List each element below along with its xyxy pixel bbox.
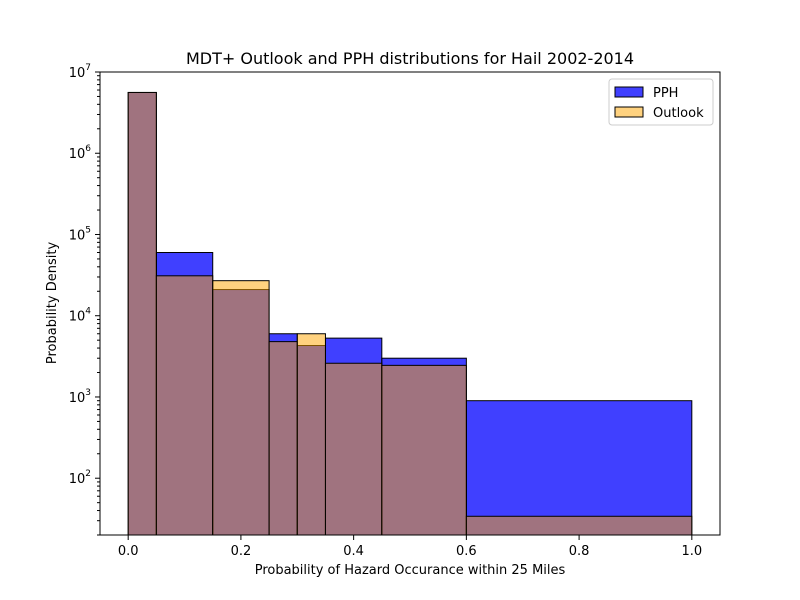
legend: PPH Outlook xyxy=(608,78,714,126)
bar-outlook-6 xyxy=(381,364,467,536)
bar-pph-7 xyxy=(465,400,693,536)
x-tick-label: 0.2 xyxy=(231,544,252,559)
chart-title: MDT+ Outlook and PPH distributions for H… xyxy=(186,49,634,68)
bar-outlook-7 xyxy=(465,515,693,536)
x-tick-label: 1.0 xyxy=(681,544,702,559)
y-tick-label: 104 xyxy=(69,307,92,325)
bar-outlook-3 xyxy=(268,341,298,536)
bars-layer xyxy=(127,91,693,536)
x-tick-label: 0.6 xyxy=(456,544,477,559)
bar-outlook-5 xyxy=(324,362,383,536)
legend-label-pph: PPH xyxy=(653,86,678,101)
legend-label-outlook: Outlook xyxy=(653,106,704,121)
x-tick-label: 0.4 xyxy=(343,544,364,559)
y-axis: 102 103 104 105 106 107 xyxy=(69,63,100,536)
legend-swatch-pph xyxy=(614,86,644,98)
x-axis-label: Probability of Hazard Occurance within 2… xyxy=(255,563,566,578)
x-tick-label: 0.0 xyxy=(118,544,139,559)
y-tick-label: 103 xyxy=(69,388,91,406)
x-axis: 0.0 0.2 0.4 0.6 0.8 1.0 xyxy=(118,535,702,559)
bar-outlook-2 xyxy=(212,280,270,536)
y-tick-label: 105 xyxy=(69,225,91,243)
y-axis-label: Probability Density xyxy=(45,242,60,365)
y-tick-label: 107 xyxy=(69,63,91,81)
bar-outlook-0 xyxy=(127,91,157,536)
y-tick-label: 106 xyxy=(69,144,92,162)
x-tick-label: 0.8 xyxy=(569,544,590,559)
plot-frame xyxy=(99,71,721,536)
bar-outlook-1 xyxy=(155,275,214,536)
legend-swatch-outlook xyxy=(614,106,644,118)
y-tick-label: 102 xyxy=(69,469,91,487)
bar-outlook-4 xyxy=(296,333,326,536)
